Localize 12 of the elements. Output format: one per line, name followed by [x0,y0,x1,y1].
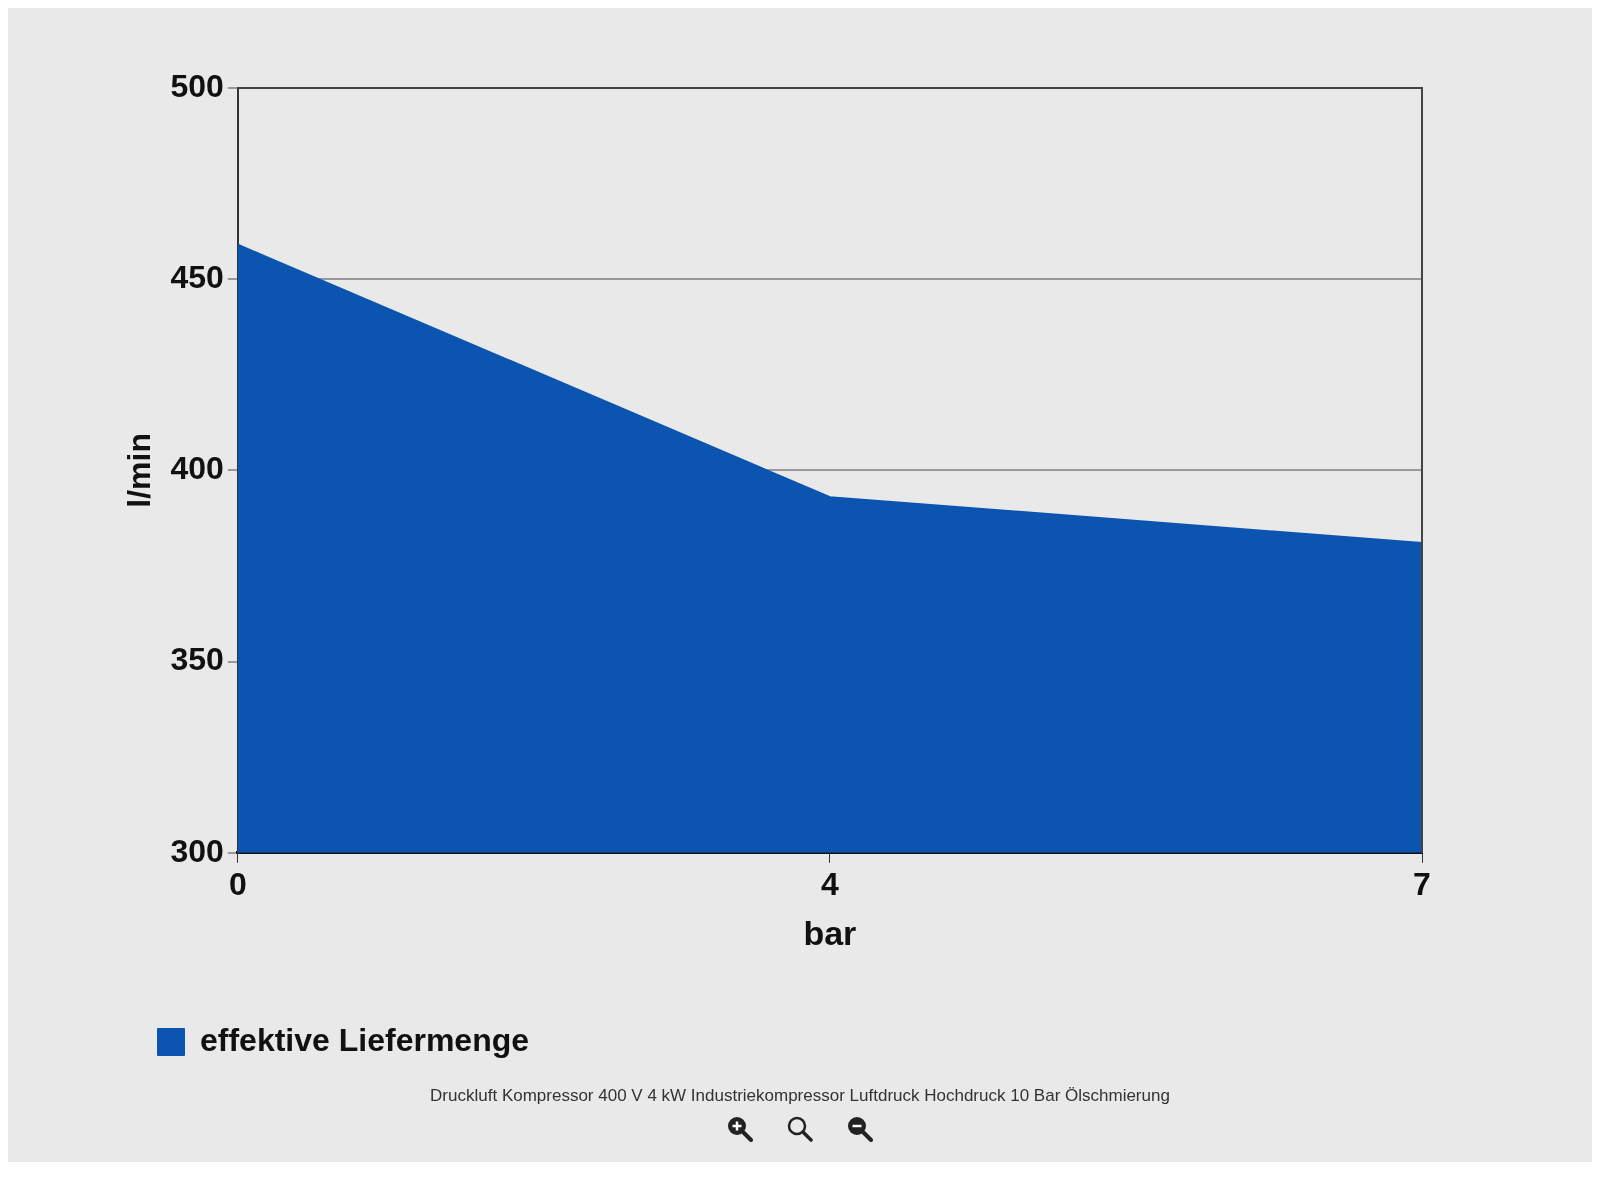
x-tick-label: 4 [821,865,839,902]
y-tick-label: 400 [170,450,224,487]
y-axis-title: l/min [121,433,158,508]
y-tick-label: 350 [170,641,224,678]
y-tick-label: 300 [170,832,224,869]
x-tick-label: 0 [228,865,247,902]
y-tick-label: 500 [170,67,224,104]
legend-label: effektive Liefermenge [200,1021,530,1058]
x-axis-title: bar [803,913,857,952]
x-tick-label: 7 [1413,865,1431,902]
text: Druckluft Kompressor 400 V 4 kW Industriekompressor Luftdruck Hochdruck 10 Bar Ölschmierung [429,1085,1171,1107]
y-tick-label: 450 [170,259,224,296]
